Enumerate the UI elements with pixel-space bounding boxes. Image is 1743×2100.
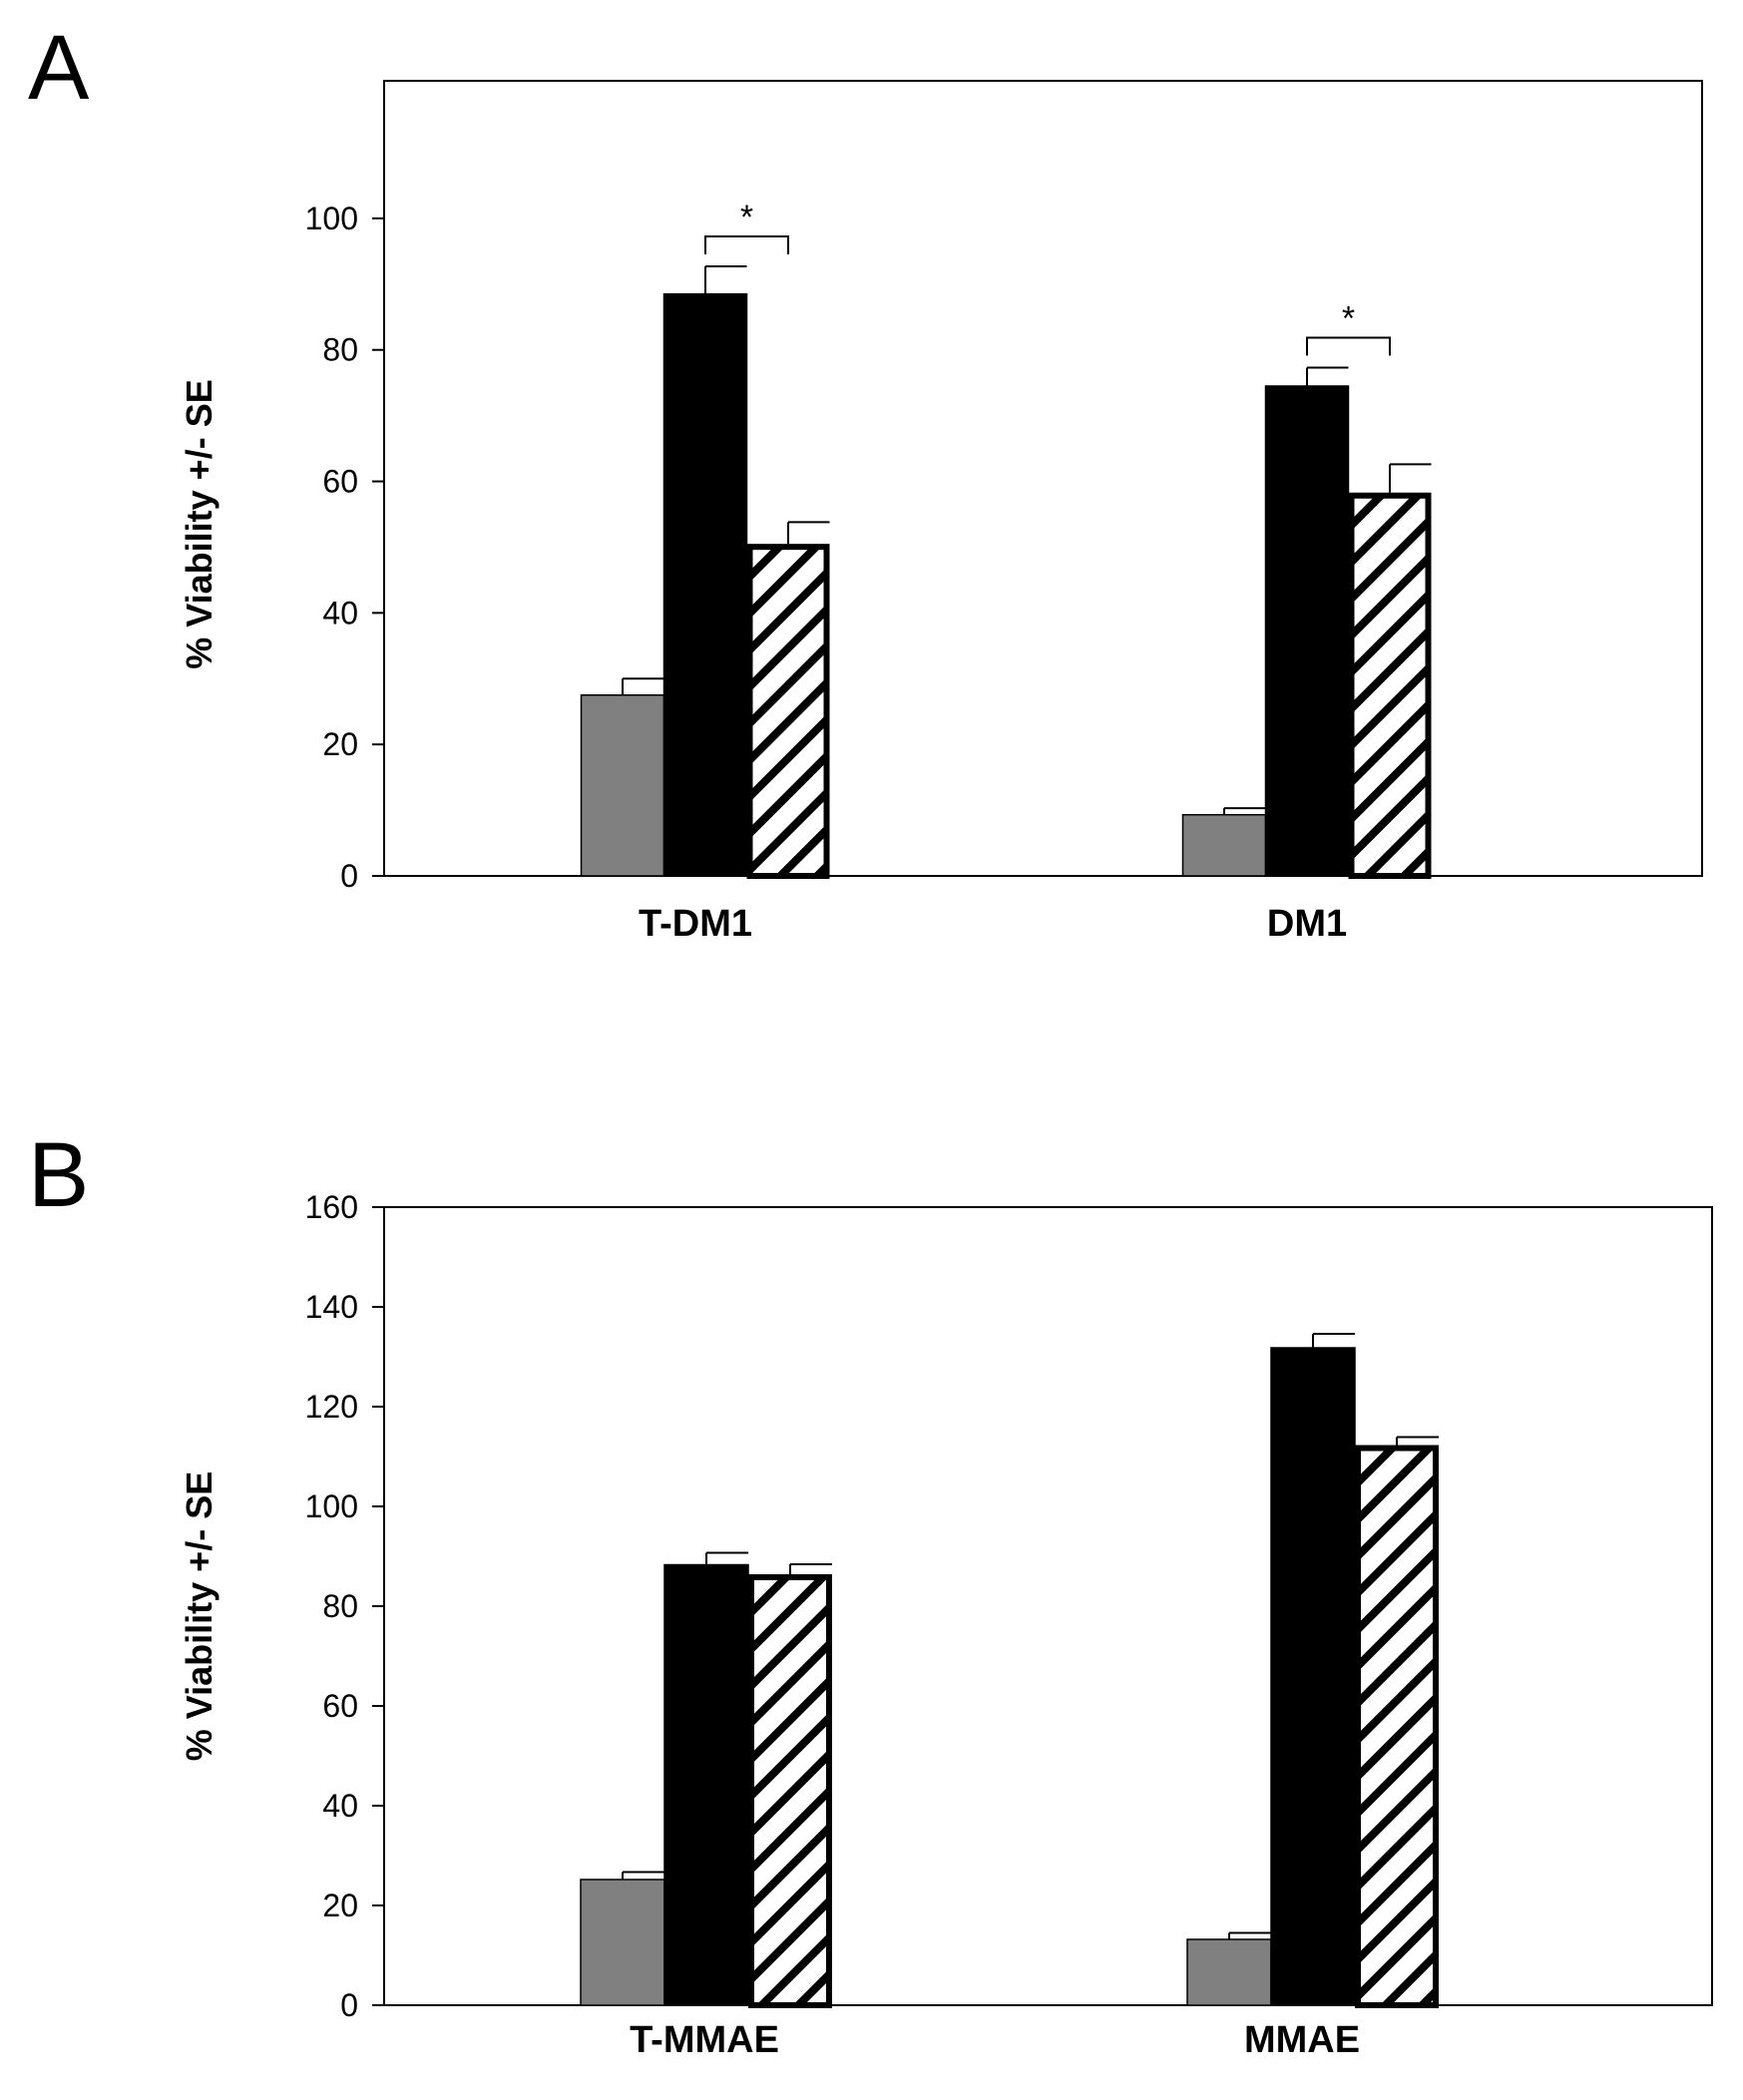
y-tick-label: 20 <box>322 1888 358 1923</box>
panel-a-label: A <box>28 17 90 119</box>
y-tick-label: 40 <box>322 1788 358 1824</box>
category-label: T-MMAE <box>630 2019 779 2061</box>
bar-hatched <box>746 544 830 880</box>
bar-black <box>662 292 748 877</box>
bar-gray <box>1186 1938 1272 2006</box>
y-tick-label: 60 <box>322 1688 358 1724</box>
y-tick-label: 0 <box>340 1987 358 2023</box>
category-label: T-DM1 <box>639 903 752 945</box>
significance-star: * <box>740 199 753 236</box>
significance-bracket <box>704 235 789 255</box>
y-tick-label: 60 <box>322 464 358 500</box>
bar-gray <box>580 1879 665 2006</box>
y-tick-label: 80 <box>322 1588 358 1624</box>
significance-bracket <box>1306 336 1391 356</box>
y-tick-label: 120 <box>305 1389 358 1425</box>
significance-star: * <box>1342 300 1355 338</box>
y-tick-label: 40 <box>322 595 358 630</box>
bar-black <box>1270 1347 1356 2006</box>
y-tick-label: 80 <box>322 332 358 368</box>
y-tick-label: 100 <box>305 201 358 236</box>
bar-gray <box>1181 813 1267 877</box>
chart-b: 0 20 40 60 80 100 120 140 160 % Viability +/- SE T… <box>179 1189 1713 2061</box>
category-label: DM1 <box>1267 903 1347 945</box>
bar-hatched <box>1348 492 1432 879</box>
y-axis-label: % Viability +/- SE <box>179 1471 219 1761</box>
plot-frame <box>383 80 1703 877</box>
y-tick-label: 0 <box>340 858 358 894</box>
y-tick-label: 20 <box>322 726 358 762</box>
category-label: MMAE <box>1244 2019 1360 2061</box>
y-tick-label: 100 <box>305 1488 358 1524</box>
y-tick-label: 140 <box>305 1289 358 1325</box>
bar-gray <box>580 694 665 877</box>
y-tick-label: 160 <box>305 1189 358 1225</box>
chart-a: 0 20 40 60 80 100 % Viability +/- SE T-DM1 DM1 * * <box>179 80 1703 945</box>
y-axis-label: % Viability +/- SE <box>179 379 219 668</box>
bar-hatched <box>748 1574 832 2008</box>
panel-b-label: B <box>28 1124 90 1226</box>
bar-black <box>663 1563 749 2006</box>
bar-black <box>1264 385 1350 877</box>
bar-hatched <box>1355 1445 1439 2008</box>
